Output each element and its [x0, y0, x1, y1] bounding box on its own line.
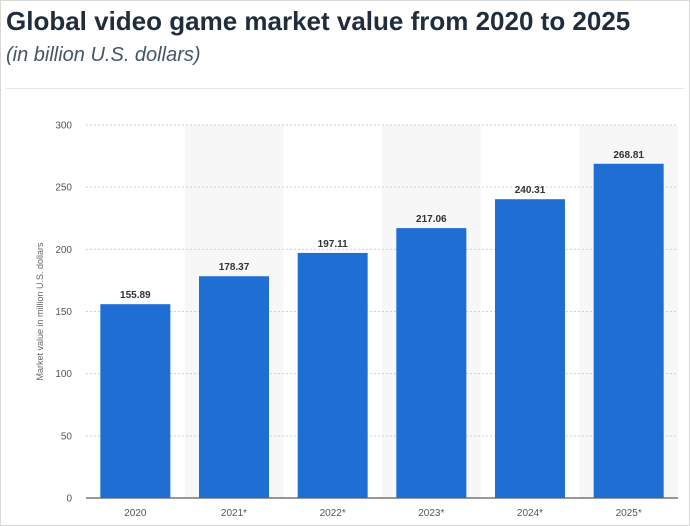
bar	[100, 304, 171, 498]
y-tick-label: 200	[55, 245, 72, 256]
data-label: 197.11	[318, 239, 348, 250]
chart-card: 0 50 100 150 200 250 300 155.89 2020 178.37 2021* 1…	[6, 88, 684, 521]
chart-title: Global video game market value from 2020…	[6, 6, 631, 36]
y-tick-label: 250	[55, 183, 72, 194]
y-tick-label: 150	[55, 307, 72, 318]
x-tick-label: 2020	[124, 508, 147, 519]
chart-subtitle: (in billion U.S. dollars)	[6, 44, 201, 66]
data-label: 268.81	[613, 150, 644, 161]
x-tick-label: 2023*	[418, 508, 444, 519]
bar	[199, 276, 269, 498]
data-label: 155.89	[120, 290, 151, 301]
x-tick-label: 2022*	[320, 508, 346, 519]
bar	[297, 252, 368, 498]
y-axis-title: Market value in million U.S. dollars	[35, 242, 45, 381]
data-label: 217.06	[416, 214, 447, 225]
y-tick-label: 300	[55, 121, 72, 132]
bar	[396, 228, 467, 498]
y-tick-label: 0	[66, 494, 72, 505]
x-tick-label: 2021*	[221, 508, 247, 519]
x-tick-label: 2025*	[616, 508, 642, 519]
bar-chart: 0 50 100 150 200 250 300 155.89 2020 178.37 2021* 1…	[35, 121, 678, 519]
data-label: 178.37	[219, 262, 250, 273]
y-tick-label: 50	[61, 431, 73, 442]
data-label: 240.31	[515, 185, 546, 196]
bar	[495, 199, 565, 498]
y-tick-label: 100	[55, 369, 72, 380]
x-tick-label: 2024*	[517, 508, 543, 519]
bar	[593, 163, 664, 498]
